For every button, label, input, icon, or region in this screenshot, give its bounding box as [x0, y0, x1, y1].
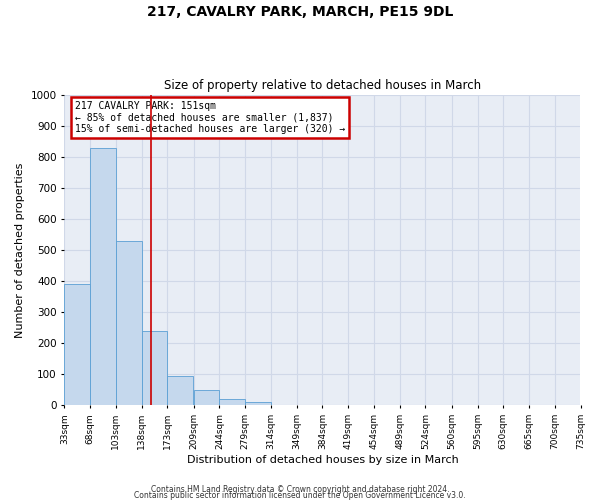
Bar [194, 390, 220, 406]
Bar [90, 148, 116, 406]
X-axis label: Distribution of detached houses by size in March: Distribution of detached houses by size … [187, 455, 458, 465]
Text: 217, CAVALRY PARK, MARCH, PE15 9DL: 217, CAVALRY PARK, MARCH, PE15 9DL [147, 5, 453, 19]
Text: Contains HM Land Registry data © Crown copyright and database right 2024.: Contains HM Land Registry data © Crown c… [151, 484, 449, 494]
Bar [142, 331, 167, 406]
Text: Contains public sector information licensed under the Open Government Licence v3: Contains public sector information licen… [134, 490, 466, 500]
Bar [64, 284, 90, 406]
Bar [167, 376, 193, 406]
Bar [245, 402, 271, 406]
Bar [116, 240, 142, 406]
Y-axis label: Number of detached properties: Number of detached properties [15, 162, 25, 338]
Text: 217 CAVALRY PARK: 151sqm
← 85% of detached houses are smaller (1,837)
15% of sem: 217 CAVALRY PARK: 151sqm ← 85% of detach… [74, 101, 345, 134]
Bar [220, 399, 245, 406]
Title: Size of property relative to detached houses in March: Size of property relative to detached ho… [164, 79, 481, 92]
